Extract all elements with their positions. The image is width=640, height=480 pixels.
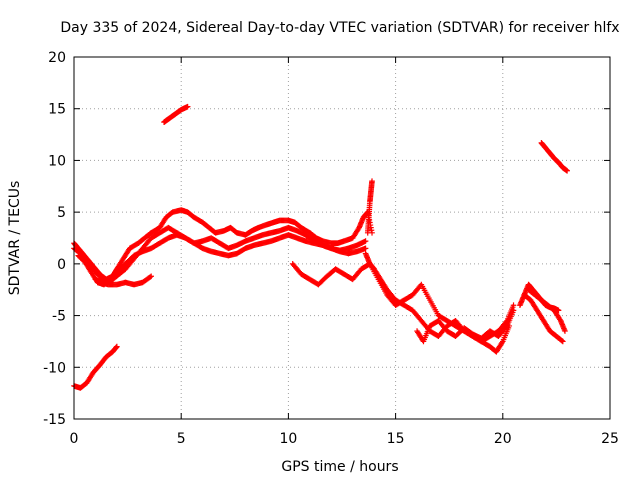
x-tick-label: 15: [387, 431, 405, 447]
data-markers: [71, 103, 570, 391]
axis-ticks: 0 5 10 15 20 25 -15 -10 -5 0 5 10 15 20: [43, 50, 619, 447]
x-tick-label: 25: [601, 431, 619, 447]
data-point: [510, 307, 517, 314]
data-point: [555, 307, 562, 314]
series-track-d: [92, 273, 154, 288]
data-point: [564, 167, 570, 174]
y-tick-label: -10: [43, 360, 66, 376]
y-tick-label: 10: [48, 153, 66, 169]
y-tick-label: 5: [57, 205, 66, 221]
y-tick-label: 0: [57, 257, 66, 273]
y-tick-label: 20: [48, 50, 66, 66]
data-point: [147, 274, 153, 280]
series-track-f: [362, 250, 513, 355]
x-tick-label: 20: [494, 431, 512, 447]
series-track-n: [538, 140, 570, 174]
data-point: [559, 337, 565, 344]
x-tick-label: 10: [279, 431, 297, 447]
data-point: [560, 338, 566, 345]
series-track-h: [364, 178, 375, 236]
data-point: [362, 238, 369, 244]
grid-lines: [74, 57, 610, 419]
y-tick-label: -15: [43, 412, 66, 428]
series-track-i: [521, 292, 566, 345]
data-point: [510, 302, 517, 309]
plot-frame: [73, 56, 611, 420]
data-point: [184, 103, 191, 110]
data-point: [362, 245, 369, 252]
y-tick-label: 15: [48, 102, 66, 118]
series-track-g: [414, 307, 517, 345]
data-point: [369, 178, 375, 184]
y-tick-label: -5: [52, 309, 66, 325]
y-axis-label: SDTVAR / TECUs: [7, 181, 23, 296]
x-tick-label: 0: [70, 431, 79, 447]
series-track-l: [71, 343, 120, 391]
x-tick-label: 5: [177, 431, 186, 447]
data-point: [562, 328, 568, 334]
chart-title: Day 335 of 2024, Sidereal Day-to-day VTE…: [60, 20, 619, 36]
series-track-k: [517, 281, 562, 314]
data-point: [114, 343, 120, 350]
series-track-m: [161, 103, 191, 125]
data-point: [148, 273, 154, 280]
x-axis-label: GPS time / hours: [281, 459, 398, 475]
